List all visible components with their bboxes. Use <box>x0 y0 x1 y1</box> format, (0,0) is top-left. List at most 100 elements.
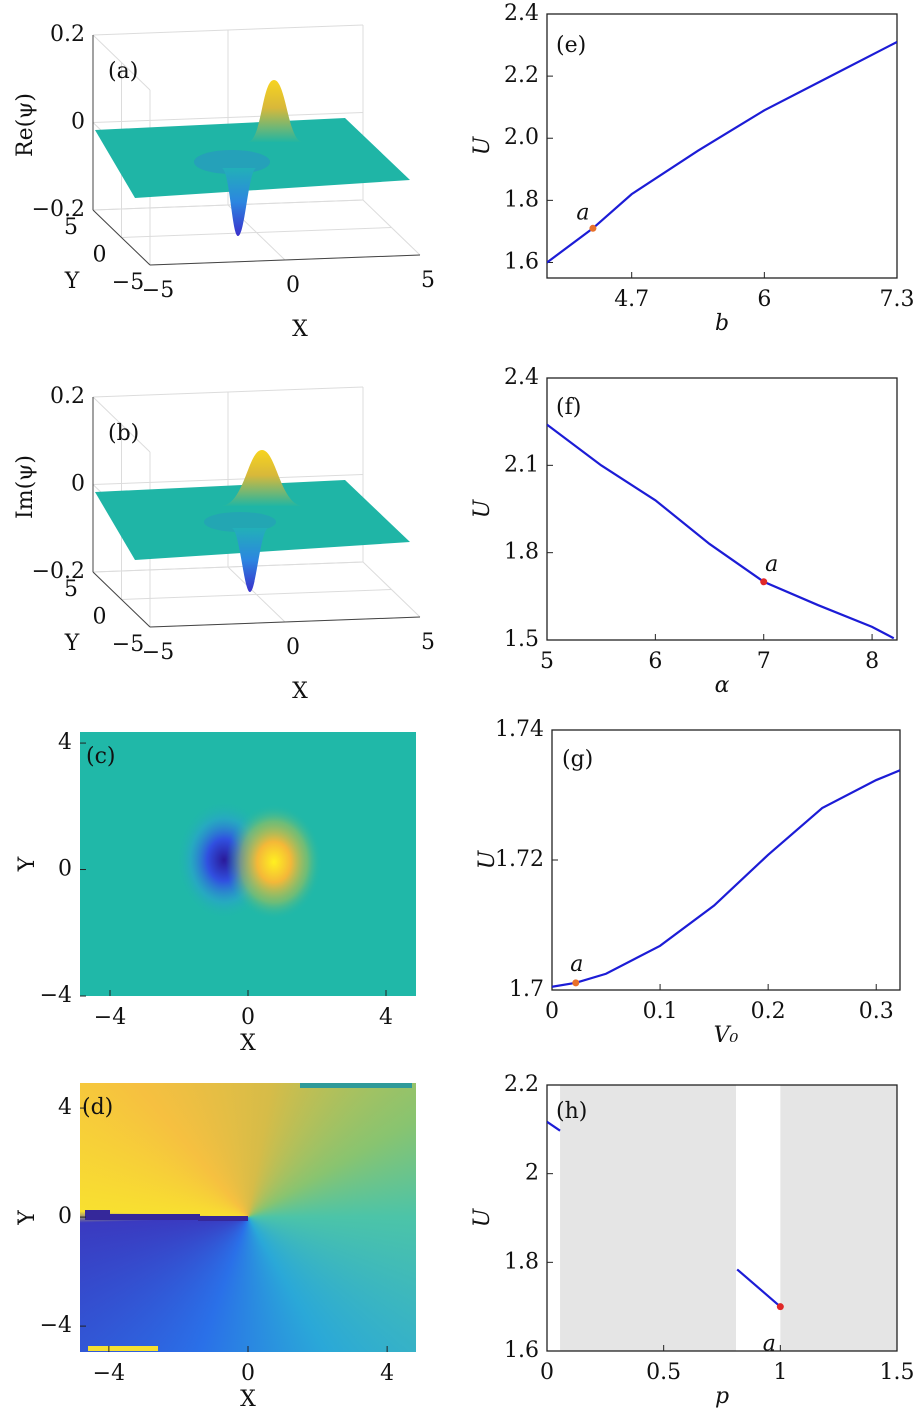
x-axis-label: X <box>292 317 308 342</box>
y-tick-label: 1.8 <box>504 540 539 565</box>
phase-details <box>85 1083 412 1351</box>
x-tick-label: 0 <box>286 273 300 298</box>
grid-line <box>121 589 392 600</box>
y-tick-label: 1.72 <box>495 847 544 872</box>
x-tick-label: 1 <box>773 1360 787 1385</box>
surface-dip <box>232 528 268 592</box>
panel-label: (a) <box>108 59 138 84</box>
line <box>736 1268 782 1308</box>
z-tick-label: 0 <box>71 472 85 497</box>
phase-step <box>300 1083 412 1088</box>
point-label: a <box>765 552 778 577</box>
grid-line <box>92 34 151 91</box>
y-tick-label: 1.74 <box>495 717 544 742</box>
y-tick-label: 1.6 <box>504 249 539 274</box>
y-tick-label: 1.6 <box>504 1338 539 1363</box>
y-tick-label: 5 <box>64 215 78 240</box>
point-label: a <box>570 952 583 977</box>
y-tick-label: −4 <box>40 1313 72 1338</box>
x-tick-label: 8 <box>865 649 879 674</box>
surface-peak <box>222 450 302 506</box>
axis-line <box>92 209 151 266</box>
surface-plane <box>95 480 410 560</box>
x-tick-label: 6 <box>757 287 771 312</box>
y-axis-label: U <box>470 135 495 155</box>
phase-step <box>110 1214 200 1220</box>
grid-line <box>121 227 392 238</box>
z-tick-label: 0.2 <box>50 384 85 409</box>
z-axis-label: Re(ψ) <box>13 93 38 157</box>
z-tick-label: 0 <box>71 110 85 135</box>
point <box>589 224 597 232</box>
y-tick-label: −5 <box>112 270 144 295</box>
y-tick-label: 5 <box>64 577 78 602</box>
x-tick-label: 0 <box>241 1005 255 1030</box>
axis-line <box>149 616 421 628</box>
x-axis-label: X <box>240 1031 256 1056</box>
plot-frame <box>546 377 898 641</box>
x-tick-label: 5 <box>540 649 554 674</box>
grid-line <box>92 474 364 485</box>
shaded-region <box>780 1085 897 1351</box>
panel-label: (h) <box>556 1099 587 1124</box>
y-tick-label: 4 <box>58 730 72 755</box>
y-axis-label: U <box>470 1207 495 1227</box>
x-tick-label: −5 <box>142 278 174 303</box>
y-tick-label: 2.1 <box>504 452 539 477</box>
surface-peak <box>248 80 302 142</box>
phase-step <box>198 1216 248 1221</box>
x-axis-label: p <box>715 1384 729 1409</box>
x-axis-label: X <box>292 679 308 704</box>
y-tick-label: 2 <box>525 1161 539 1186</box>
x-tick-label: −5 <box>142 640 174 665</box>
x-tick-label: 4.7 <box>614 287 649 312</box>
x-tick-label: 7.3 <box>880 287 915 312</box>
x-axis-label: X <box>240 1387 256 1412</box>
shaded-region <box>560 1085 736 1351</box>
y-tick-label: 1.5 <box>504 627 539 652</box>
y-tick-label: 0 <box>58 1204 72 1229</box>
grid-line <box>92 199 364 211</box>
line <box>547 423 895 640</box>
x-tick-label: 5 <box>421 268 435 293</box>
x-tick-label: −4 <box>93 1361 125 1386</box>
point <box>776 1303 784 1311</box>
x-axis-label: b <box>715 311 729 336</box>
x-tick-label: 0.1 <box>643 999 678 1024</box>
panel-label: (c) <box>86 744 116 769</box>
x-tick-label: 0.3 <box>859 999 894 1024</box>
y-axis-label: Y <box>15 1210 40 1226</box>
grid-line <box>92 561 364 573</box>
y-axis-label: Y <box>64 269 80 294</box>
y-tick-label: 2.2 <box>504 1072 539 1097</box>
z-tick-label: −0.2 <box>32 197 85 222</box>
y-tick-label: 4 <box>58 1095 72 1120</box>
axis-line <box>149 254 421 266</box>
point <box>760 578 768 586</box>
panel-label: (f) <box>556 395 581 420</box>
plot-frame <box>546 1084 898 1352</box>
x-tick-label: 0 <box>241 1361 255 1386</box>
grid-line <box>92 386 364 398</box>
y-tick-label: −4 <box>40 983 72 1008</box>
phase-step <box>85 1210 110 1220</box>
x-tick-label: 0.5 <box>646 1360 681 1385</box>
y-tick-label: −5 <box>112 632 144 657</box>
grid-line <box>92 112 364 123</box>
phase-step <box>88 1346 158 1351</box>
y-tick-label: 1.8 <box>504 1249 539 1274</box>
x-tick-label: 1.5 <box>880 1360 915 1385</box>
x-tick-label: −4 <box>94 1005 126 1030</box>
x-tick-label: 5 <box>421 630 435 655</box>
x-tick-label: 6 <box>648 649 662 674</box>
x-axis-label: α <box>715 673 730 698</box>
map-blob <box>226 804 322 920</box>
x-tick-label: 4 <box>380 1361 394 1386</box>
grid-line <box>92 396 151 453</box>
point <box>572 979 580 987</box>
panel-label: (e) <box>556 33 586 58</box>
z-tick-label: −0.2 <box>32 559 85 584</box>
y-axis-label: U <box>470 498 495 518</box>
